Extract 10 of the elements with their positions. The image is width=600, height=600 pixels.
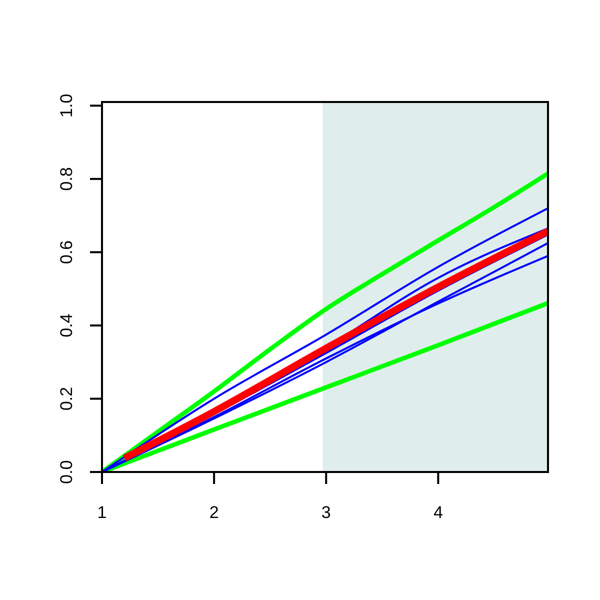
y-tick-label: 0.0 — [57, 460, 76, 484]
x-tick-label: 3 — [321, 503, 331, 522]
x-tick-label: 2 — [209, 503, 219, 522]
y-tick-label: 1.0 — [57, 94, 76, 118]
y-tick-label: 0.4 — [57, 314, 76, 338]
y-tick-label: 0.2 — [57, 386, 76, 411]
x-tick-label: 4 — [433, 503, 443, 522]
y-tick-label: 0.8 — [57, 167, 76, 191]
y-tick-label: 0.6 — [57, 240, 76, 264]
x-tick-label: 1 — [97, 503, 107, 522]
